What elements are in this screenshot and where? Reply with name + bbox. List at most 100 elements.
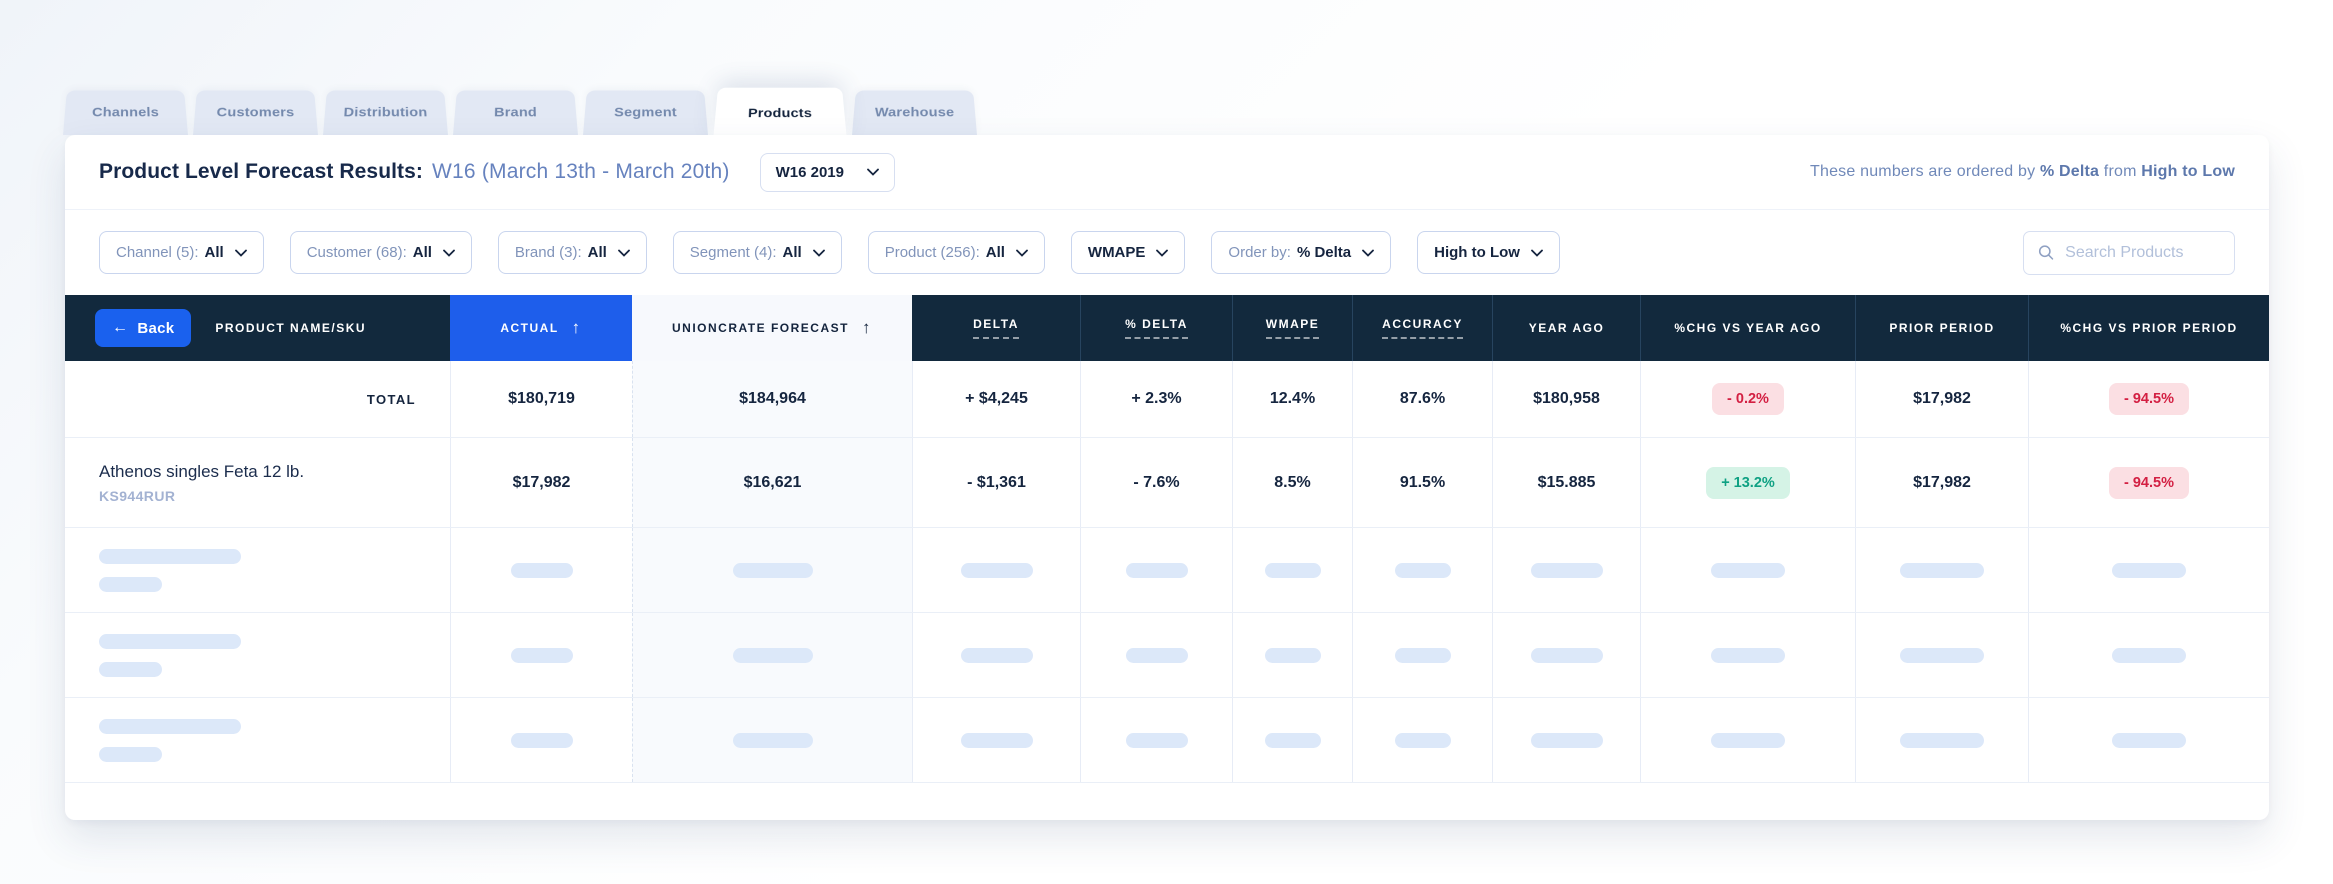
chevron-down-icon [617, 249, 630, 257]
product-name: Athenos singles Feta 12 lb. [99, 461, 305, 481]
filter-metric[interactable]: WMAPE [1070, 231, 1186, 274]
product-sku: KS944RUR [99, 487, 176, 504]
filter-customer[interactable]: Customer (68): All [289, 231, 472, 274]
col-label-chg-year-ago: %CHG VS YEAR AGO [1674, 321, 1822, 335]
col-header-prior-period: PRIOR PERIOD [1855, 295, 2028, 361]
week-select[interactable]: W16 2019 [759, 152, 895, 192]
total-delta: + $4,245 [912, 361, 1080, 437]
filter-direction-value: High to Low [1434, 244, 1520, 261]
filter-order-by-label: Order by: [1228, 244, 1291, 261]
tab-customers-label: Customers [216, 104, 295, 120]
col-header-accuracy[interactable]: ACCURACY [1352, 295, 1492, 361]
skeleton-cell [1855, 698, 2028, 782]
tab-brand[interactable]: Brand [453, 90, 578, 135]
col-header-chg-prior: %CHG VS PRIOR PERIOD [2028, 295, 2269, 361]
col-header-forecast[interactable]: UNIONCRATE FORECAST ↑ [632, 295, 912, 361]
filter-brand[interactable]: Brand (3): All [497, 231, 647, 274]
skeleton-cell [912, 528, 1080, 612]
total-actual: $180,719 [450, 361, 632, 437]
skeleton-cell [912, 698, 1080, 782]
filter-product-label: Product (256): [884, 244, 980, 261]
skeleton-name-cell [65, 528, 450, 612]
total-wmape: 12.4% [1232, 361, 1352, 437]
skeleton-cell [632, 528, 912, 612]
tab-customers[interactable]: Customers [193, 90, 318, 135]
total-forecast: $184,964 [632, 361, 912, 437]
product-accuracy: 91.5% [1352, 438, 1492, 527]
skeleton-bar [1264, 732, 1321, 748]
back-button[interactable]: ← Back [95, 309, 192, 347]
tab-products-label: Products [747, 106, 813, 121]
tab-products[interactable]: Products [713, 87, 847, 141]
col-label-accuracy: ACCURACY [1382, 317, 1463, 339]
total-accuracy: 87.6% [1352, 361, 1492, 437]
status-badge-positive: + 13.2% [1706, 466, 1790, 499]
skeleton-bar [1125, 562, 1188, 578]
status-badge-negative: - 94.5% [2109, 466, 2189, 499]
chevron-down-icon [1016, 249, 1028, 257]
col-header-delta[interactable]: DELTA [912, 295, 1080, 361]
chevron-down-icon [234, 249, 247, 257]
filter-channel[interactable]: Channel (5): All [99, 231, 264, 274]
skeleton-bar [1264, 647, 1321, 663]
order-note: These numbers are ordered by % Delta fro… [1810, 163, 2235, 181]
col-header-pct-delta[interactable]: % DELTA [1080, 295, 1232, 361]
filter-segment[interactable]: Segment (4): All [672, 231, 842, 274]
skeleton-cell [1080, 698, 1232, 782]
skeleton-cell [1352, 528, 1492, 612]
search-icon [2038, 245, 2054, 260]
tab-channels[interactable]: Channels [63, 90, 188, 135]
col-header-chg-year-ago: %CHG VS YEAR AGO [1640, 295, 1855, 361]
skeleton-bar [1711, 647, 1785, 663]
search-input[interactable] [2065, 243, 2220, 262]
chevron-down-icon [1362, 249, 1375, 257]
skeleton-bar [1394, 647, 1451, 663]
skeleton-bar [1394, 732, 1451, 748]
skeleton-bar [510, 732, 573, 748]
forecast-card: Product Level Forecast Results: W16 (Mar… [65, 135, 2269, 820]
filter-metric-value: WMAPE [1087, 244, 1146, 261]
filter-order-by[interactable]: Order by: % Delta [1211, 231, 1392, 274]
tab-distribution[interactable]: Distribution [323, 90, 448, 135]
skeleton-bar [1125, 732, 1188, 748]
skeleton-cell [450, 613, 632, 697]
card-header: Product Level Forecast Results: W16 (Mar… [65, 135, 2269, 210]
product-search[interactable] [2023, 230, 2235, 275]
sort-ascending-icon[interactable]: ↑ [861, 318, 872, 337]
skeleton-cell [1352, 613, 1492, 697]
tab-segment[interactable]: Segment [583, 90, 708, 135]
col-label-chg-prior: %CHG VS PRIOR PERIOD [2060, 321, 2238, 335]
page-subtitle-range: W16 (March 13th - March 20th) [432, 160, 730, 183]
col-label-actual: ACTUAL [500, 321, 559, 335]
filter-direction[interactable]: High to Low [1417, 231, 1560, 274]
skeleton-bar [1530, 732, 1603, 748]
skeleton-cell [1640, 613, 1855, 697]
table-row-loading [65, 528, 2269, 613]
forecast-table: ← Back PRODUCT NAME/SKU ACTUAL ↑ UNIONCR… [65, 295, 2269, 783]
skeleton-bar [510, 647, 573, 663]
skeleton-cell [450, 698, 632, 782]
skeleton-bar [1900, 647, 1984, 663]
filter-product[interactable]: Product (256): All [867, 231, 1045, 274]
skeleton-cell [1492, 698, 1640, 782]
skeleton-bar [99, 746, 162, 762]
col-label-product: PRODUCT NAME/SKU [215, 321, 367, 335]
col-label-forecast: UNIONCRATE FORECAST [672, 321, 849, 335]
col-header-wmape[interactable]: WMAPE [1232, 295, 1352, 361]
col-header-actual[interactable]: ACTUAL ↑ [450, 295, 632, 361]
skeleton-bar [1530, 562, 1603, 578]
skeleton-bar [99, 718, 241, 734]
col-label-year-ago: YEAR AGO [1528, 321, 1605, 335]
skeleton-bar [732, 732, 813, 748]
table-row-product[interactable]: Athenos singles Feta 12 lb. KS944RUR $17… [65, 438, 2269, 528]
skeleton-bar [1900, 732, 1984, 748]
col-label-pct-delta: % DELTA [1125, 317, 1188, 339]
tab-warehouse[interactable]: Warehouse [852, 90, 977, 135]
product-delta: - $1,361 [912, 438, 1080, 527]
skeleton-bar [99, 661, 162, 677]
status-badge-negative: - 0.2% [1712, 383, 1784, 415]
sort-ascending-icon[interactable]: ↑ [571, 318, 582, 337]
skeleton-name-cell [65, 698, 450, 782]
filter-segment-label: Segment (4): [689, 244, 777, 261]
skeleton-cell [2028, 613, 2269, 697]
